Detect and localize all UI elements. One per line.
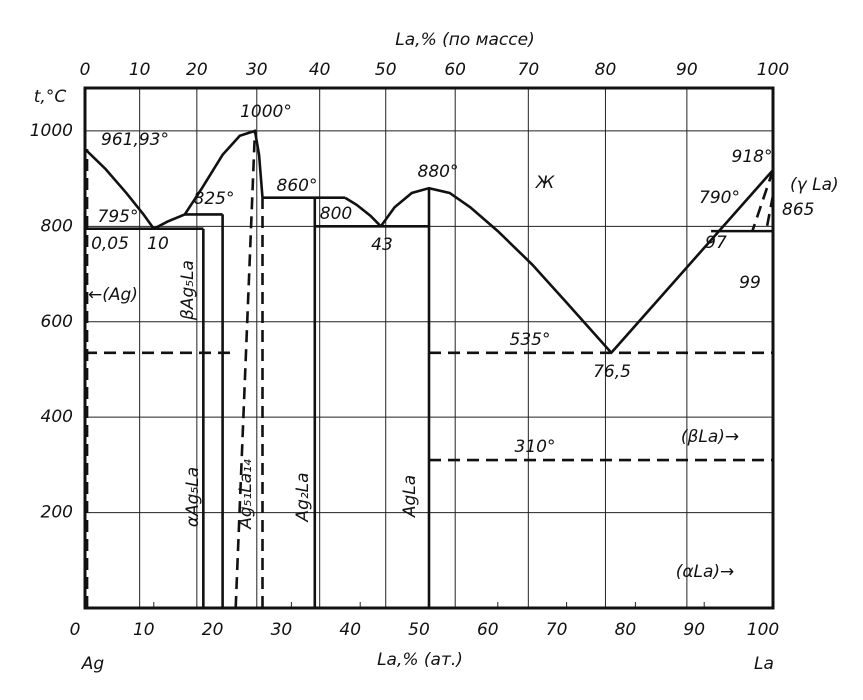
phase-line [344, 196, 382, 228]
x2-tick-label: 50 [375, 60, 397, 80]
annotation: 43 [371, 235, 393, 255]
phase-line [610, 169, 774, 354]
annotation: (βLa)→ [681, 427, 739, 447]
annotation: 97 [705, 233, 727, 253]
x-tick-label: 40 [339, 620, 361, 640]
x-tick-label: 60 [477, 620, 499, 640]
annotation: 865 [782, 200, 814, 220]
x-tick-label: 90 [683, 620, 705, 640]
annotation: 1000° [240, 102, 292, 122]
annotation: 880° [418, 162, 459, 182]
annotation: (γ La) [790, 175, 839, 195]
annotation: (αLa)→ [676, 562, 735, 582]
annotation: βAg₅La [178, 260, 198, 321]
phase-line [764, 195, 775, 232]
phase-line [379, 186, 613, 354]
x2-tick-label: 10 [129, 60, 151, 80]
annotation: 800 [320, 204, 352, 224]
annotation: 99 [739, 273, 761, 293]
annotation: AgLa [400, 475, 420, 518]
annotation: 535° [510, 330, 551, 350]
x2-tick-label: 0 [80, 60, 91, 80]
annotation: 795° [98, 207, 139, 227]
y-tick-label: 400 [41, 407, 73, 427]
x2-tick-label: 90 [676, 60, 698, 80]
x2-tick-label: 70 [518, 60, 540, 80]
x2-tick-label: 100 [757, 60, 789, 80]
annotation: 310° [515, 437, 556, 457]
x-tick-label: 50 [408, 620, 430, 640]
y-tick-label: 200 [41, 503, 73, 523]
x2-tick-label: 20 [186, 60, 208, 80]
annotation: 10 [147, 234, 169, 254]
annotation: La [754, 654, 774, 674]
y-axis-title: t,°C [34, 87, 67, 107]
annotation: 0,05 [91, 234, 129, 254]
annotation: 825° [194, 189, 235, 209]
annotation: 918° [732, 147, 773, 167]
x-tick-label: 10 [133, 620, 155, 640]
annotation: Ag₅₁La₁₄ [236, 459, 256, 530]
annotation: ←(Ag) [88, 285, 138, 305]
y-tick-label: 1000 [30, 121, 73, 141]
phase-line [153, 129, 264, 230]
x-tick-label: 0 [70, 620, 81, 640]
annotation: 790° [699, 188, 740, 208]
x-tick-label: 80 [615, 620, 637, 640]
x-tick-label: 100 [747, 620, 779, 640]
phase-line [84, 148, 155, 230]
x2-tick-label: 40 [309, 60, 331, 80]
x2-tick-label: 60 [444, 60, 466, 80]
phase-line [751, 169, 775, 232]
annotation: αAg₅La [183, 467, 203, 527]
phase-line [234, 130, 257, 609]
annotation: Ag₂La [293, 472, 313, 522]
x2-tick-label: 30 [246, 60, 268, 80]
annotation: Ag [81, 654, 105, 674]
y-tick-label: 600 [41, 312, 73, 332]
y-tick-label: 800 [41, 216, 73, 236]
bottom-axis-title: La,% (ат.) [377, 650, 463, 670]
x-tick-label: 30 [271, 620, 293, 640]
annotation: 860° [277, 176, 318, 196]
top-axis-title: La,% (по массе) [395, 30, 534, 50]
x2-tick-label: 80 [595, 60, 617, 80]
annotation: Ж [535, 173, 555, 193]
x-tick-label: 20 [202, 620, 224, 640]
annotation: 76,5 [593, 362, 631, 382]
annotation: 961,93° [101, 130, 169, 150]
x-tick-label: 70 [546, 620, 568, 640]
